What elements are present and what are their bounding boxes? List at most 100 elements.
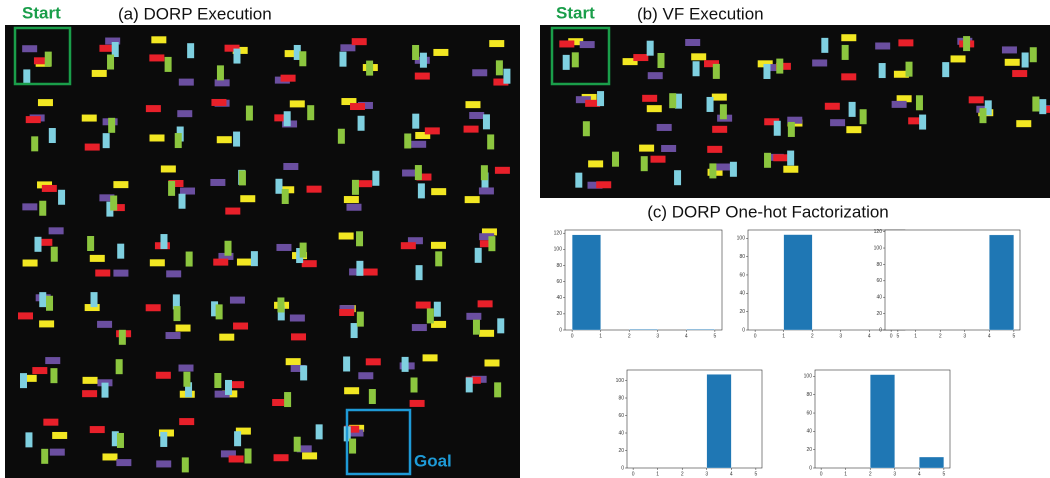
yellow-block bbox=[484, 359, 499, 366]
x-tick-label: 3 bbox=[705, 471, 708, 477]
cyan-block bbox=[674, 170, 681, 185]
cyan-block bbox=[284, 111, 291, 126]
page: Start (a) DORP Execution Start (b) VF Ex… bbox=[0, 0, 1050, 478]
y-tick-label: 100 bbox=[804, 374, 813, 380]
purple-block bbox=[648, 72, 663, 79]
green-block bbox=[366, 61, 373, 76]
green-block bbox=[51, 247, 58, 262]
green-block bbox=[906, 62, 913, 77]
cyan-block bbox=[466, 377, 473, 392]
yellow-block bbox=[219, 334, 234, 341]
purple-block bbox=[716, 164, 731, 171]
red-block bbox=[281, 75, 296, 82]
y-tick-label: 20 bbox=[739, 309, 745, 315]
yellow-block bbox=[431, 188, 446, 195]
purple-block bbox=[22, 203, 37, 210]
purple-block bbox=[1002, 46, 1017, 53]
red-block bbox=[596, 181, 611, 188]
cyan-block bbox=[483, 114, 490, 129]
yellow-block bbox=[433, 49, 448, 56]
bar bbox=[919, 457, 944, 468]
y-tick-label: 80 bbox=[739, 254, 745, 260]
cyan-block bbox=[503, 69, 510, 84]
y-tick-label: 0 bbox=[879, 327, 882, 333]
x-tick-label: 4 bbox=[868, 333, 871, 339]
yellow-block bbox=[92, 70, 107, 77]
green-block bbox=[277, 297, 284, 312]
cyan-block bbox=[919, 115, 926, 130]
start-label: Start bbox=[22, 3, 61, 22]
green-block bbox=[300, 243, 307, 258]
green-block bbox=[357, 312, 364, 327]
green-block bbox=[245, 449, 252, 464]
x-tick-label: 2 bbox=[939, 333, 942, 339]
green-block bbox=[713, 64, 720, 79]
green-block bbox=[860, 109, 867, 124]
yellow-block bbox=[83, 377, 98, 384]
red-block bbox=[1012, 70, 1027, 77]
y-tick-label: 0 bbox=[809, 465, 812, 471]
green-block bbox=[186, 252, 193, 267]
cyan-block bbox=[39, 292, 46, 307]
red-block bbox=[156, 372, 171, 379]
green-block bbox=[31, 136, 38, 151]
yellow-block bbox=[1005, 59, 1020, 66]
red-block bbox=[633, 54, 648, 61]
cyan-block bbox=[251, 251, 258, 266]
yellow-block bbox=[113, 181, 128, 188]
red-block bbox=[401, 242, 416, 249]
purple-block bbox=[97, 321, 112, 328]
yellow-block bbox=[691, 53, 706, 60]
green-block bbox=[119, 330, 126, 345]
purple-block bbox=[166, 270, 181, 277]
green-block bbox=[435, 251, 442, 266]
red-block bbox=[233, 323, 248, 330]
green-block bbox=[182, 457, 189, 472]
green-block bbox=[46, 296, 53, 311]
purple-block bbox=[892, 101, 907, 108]
cyan-block bbox=[730, 162, 737, 177]
green-block bbox=[720, 104, 727, 119]
x-tick-label: 0 bbox=[820, 471, 823, 477]
yellow-block bbox=[588, 160, 603, 167]
purple-block bbox=[358, 372, 373, 379]
cyan-block bbox=[821, 38, 828, 53]
red-block bbox=[357, 180, 372, 187]
red-block bbox=[95, 270, 110, 277]
green-block bbox=[415, 165, 422, 180]
x-tick-label: 3 bbox=[839, 333, 842, 339]
cyan-block bbox=[225, 380, 232, 395]
red-block bbox=[642, 95, 657, 102]
purple-block bbox=[685, 39, 700, 46]
red-block bbox=[478, 300, 493, 307]
green-block bbox=[183, 372, 190, 387]
panel-title: (b) VF Execution bbox=[637, 4, 764, 23]
green-block bbox=[108, 118, 115, 133]
green-block bbox=[764, 153, 771, 168]
y-tick-label: 60 bbox=[876, 278, 882, 284]
yellow-block bbox=[479, 330, 494, 337]
green-block bbox=[216, 304, 223, 319]
purple-block bbox=[156, 460, 171, 467]
x-tick-label: 2 bbox=[811, 333, 814, 339]
purple-block bbox=[657, 124, 672, 131]
y-tick-label: 120 bbox=[554, 231, 563, 237]
x-tick-label: 4 bbox=[988, 333, 991, 339]
x-tick-label: 5 bbox=[1012, 333, 1015, 339]
y-tick-label: 60 bbox=[739, 272, 745, 278]
yellow-block bbox=[290, 100, 305, 107]
purple-block bbox=[179, 79, 194, 86]
x-tick-label: 0 bbox=[632, 471, 635, 477]
x-tick-label: 4 bbox=[730, 471, 733, 477]
red-block bbox=[213, 259, 228, 266]
bar bbox=[784, 235, 813, 330]
purple-block bbox=[661, 145, 676, 152]
red-block bbox=[32, 367, 47, 374]
cyan-block bbox=[187, 43, 194, 58]
cyan-block bbox=[91, 292, 98, 307]
yellow-block bbox=[38, 99, 53, 106]
red-block bbox=[229, 455, 244, 462]
yellow-block bbox=[151, 36, 166, 43]
green-block bbox=[657, 53, 664, 68]
x-tick-label: 0 bbox=[754, 333, 757, 339]
